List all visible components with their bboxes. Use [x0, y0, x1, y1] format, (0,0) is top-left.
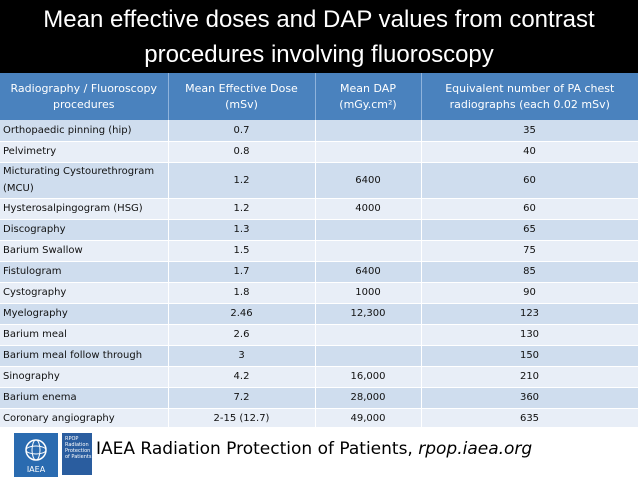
table-row: Barium meal 2.6 130 [0, 324, 638, 346]
dose-table: Radiography / Fluoroscopy procedures Mea… [0, 73, 638, 430]
cell-equiv: 635 [421, 408, 638, 430]
cell-equiv: 90 [421, 282, 638, 304]
cell-equiv: 35 [421, 120, 638, 142]
cell-equiv: 60 [421, 162, 638, 199]
table-row: Orthopaedic pinning (hip) 0.7 35 [0, 120, 638, 142]
cell-procedure: Sinography [0, 366, 169, 388]
cell-procedure: Fistulogram [0, 261, 169, 283]
cell-procedure: Barium meal follow through [0, 345, 169, 367]
cell-equiv: 130 [421, 324, 638, 346]
cell-dose: 0.7 [168, 120, 316, 142]
header-dose: Mean Effective Dose (mSv) [168, 73, 316, 120]
header-procedure: Radiography / Fluoroscopy procedures [0, 73, 169, 120]
cell-dose: 1.2 [168, 198, 316, 220]
header-dap: Mean DAP (mGy.cm²) [315, 73, 422, 120]
cell-dap [315, 240, 422, 262]
rpop-logo-text: RPOP Radiation Protection of Patients [65, 436, 92, 460]
credit-prefix: IAEA Radiation Protection of Patients, [96, 439, 419, 459]
cell-dap [315, 141, 422, 163]
rpop-logo-icon: RPOP Radiation Protection of Patients [62, 433, 92, 475]
cell-dap [315, 324, 422, 346]
footer: IAEA RPOP Radiation Protection of Patien… [0, 427, 638, 479]
table-row: Coronary angiography 2-15 (12.7) 49,000 … [0, 408, 638, 430]
cell-equiv: 210 [421, 366, 638, 388]
cell-procedure: Hysterosalpingogram (HSG) [0, 198, 169, 220]
cell-equiv: 360 [421, 387, 638, 409]
cell-dap: 1000 [315, 282, 422, 304]
header-equiv: Equivalent number of PA chest radiograph… [421, 73, 638, 120]
cell-dose: 1.2 [168, 162, 316, 199]
table-row: Hysterosalpingogram (HSG) 1.2 4000 60 [0, 198, 638, 220]
table-row: Sinography 4.2 16,000 210 [0, 366, 638, 388]
title-line-1: Mean effective doses and DAP values from… [43, 6, 595, 33]
table-row: Pelvimetry 0.8 40 [0, 141, 638, 163]
cell-dose: 1.7 [168, 261, 316, 283]
iaea-logo-text: IAEA [27, 465, 46, 474]
cell-dap: 6400 [315, 162, 422, 199]
cell-dap: 6400 [315, 261, 422, 283]
cell-procedure: Cystography [0, 282, 169, 304]
cell-dap: 4000 [315, 198, 422, 220]
cell-equiv: 60 [421, 198, 638, 220]
cell-dap [315, 345, 422, 367]
title-line-2: procedures involving fluoroscopy [144, 41, 494, 68]
cell-equiv: 123 [421, 303, 638, 325]
cell-dose: 1.5 [168, 240, 316, 262]
cell-dose: 1.8 [168, 282, 316, 304]
cell-dose: 3 [168, 345, 316, 367]
table-row: Myelography 2.46 12,300 123 [0, 303, 638, 325]
cell-dap: 49,000 [315, 408, 422, 430]
cell-dose: 2-15 (12.7) [168, 408, 316, 430]
table-row: Discography 1.3 65 [0, 219, 638, 241]
cell-dose: 2.6 [168, 324, 316, 346]
cell-dap [315, 120, 422, 142]
cell-procedure: Orthopaedic pinning (hip) [0, 120, 169, 142]
cell-procedure: Barium enema [0, 387, 169, 409]
table-row: Barium enema 7.2 28,000 360 [0, 387, 638, 409]
cell-dap [315, 219, 422, 241]
cell-dose: 2.46 [168, 303, 316, 325]
cell-equiv: 65 [421, 219, 638, 241]
cell-procedure: Coronary angiography [0, 408, 169, 430]
cell-dose: 7.2 [168, 387, 316, 409]
table-row: Micturating Cystourethrogram (MCU) 1.2 6… [0, 162, 638, 199]
cell-dap: 12,300 [315, 303, 422, 325]
cell-procedure: Pelvimetry [0, 141, 169, 163]
cell-equiv: 40 [421, 141, 638, 163]
credit-site-link[interactable]: rpop.iaea.org [418, 439, 533, 459]
cell-equiv: 85 [421, 261, 638, 283]
table-row: Cystography 1.8 1000 90 [0, 282, 638, 304]
cell-dap: 28,000 [315, 387, 422, 409]
slide-title: Mean effective doses and DAP values from… [0, 0, 638, 73]
cell-procedure: Micturating Cystourethrogram (MCU) [0, 162, 169, 199]
footer-credit: IAEA Radiation Protection of Patients, r… [96, 439, 532, 459]
cell-dose: 1.3 [168, 219, 316, 241]
cell-equiv: 75 [421, 240, 638, 262]
cell-procedure: Barium meal [0, 324, 169, 346]
cell-procedure: Barium Swallow [0, 240, 169, 262]
cell-dose: 0.8 [168, 141, 316, 163]
cell-dap: 16,000 [315, 366, 422, 388]
cell-dose: 4.2 [168, 366, 316, 388]
table-row: Barium Swallow 1.5 75 [0, 240, 638, 262]
table-row: Fistulogram 1.7 6400 85 [0, 261, 638, 283]
table-row: Barium meal follow through 3 150 [0, 345, 638, 367]
cell-procedure: Myelography [0, 303, 169, 325]
iaea-logo-icon: IAEA [14, 433, 58, 477]
cell-equiv: 150 [421, 345, 638, 367]
cell-procedure: Discography [0, 219, 169, 241]
table-header-row: Radiography / Fluoroscopy procedures Mea… [0, 73, 638, 120]
